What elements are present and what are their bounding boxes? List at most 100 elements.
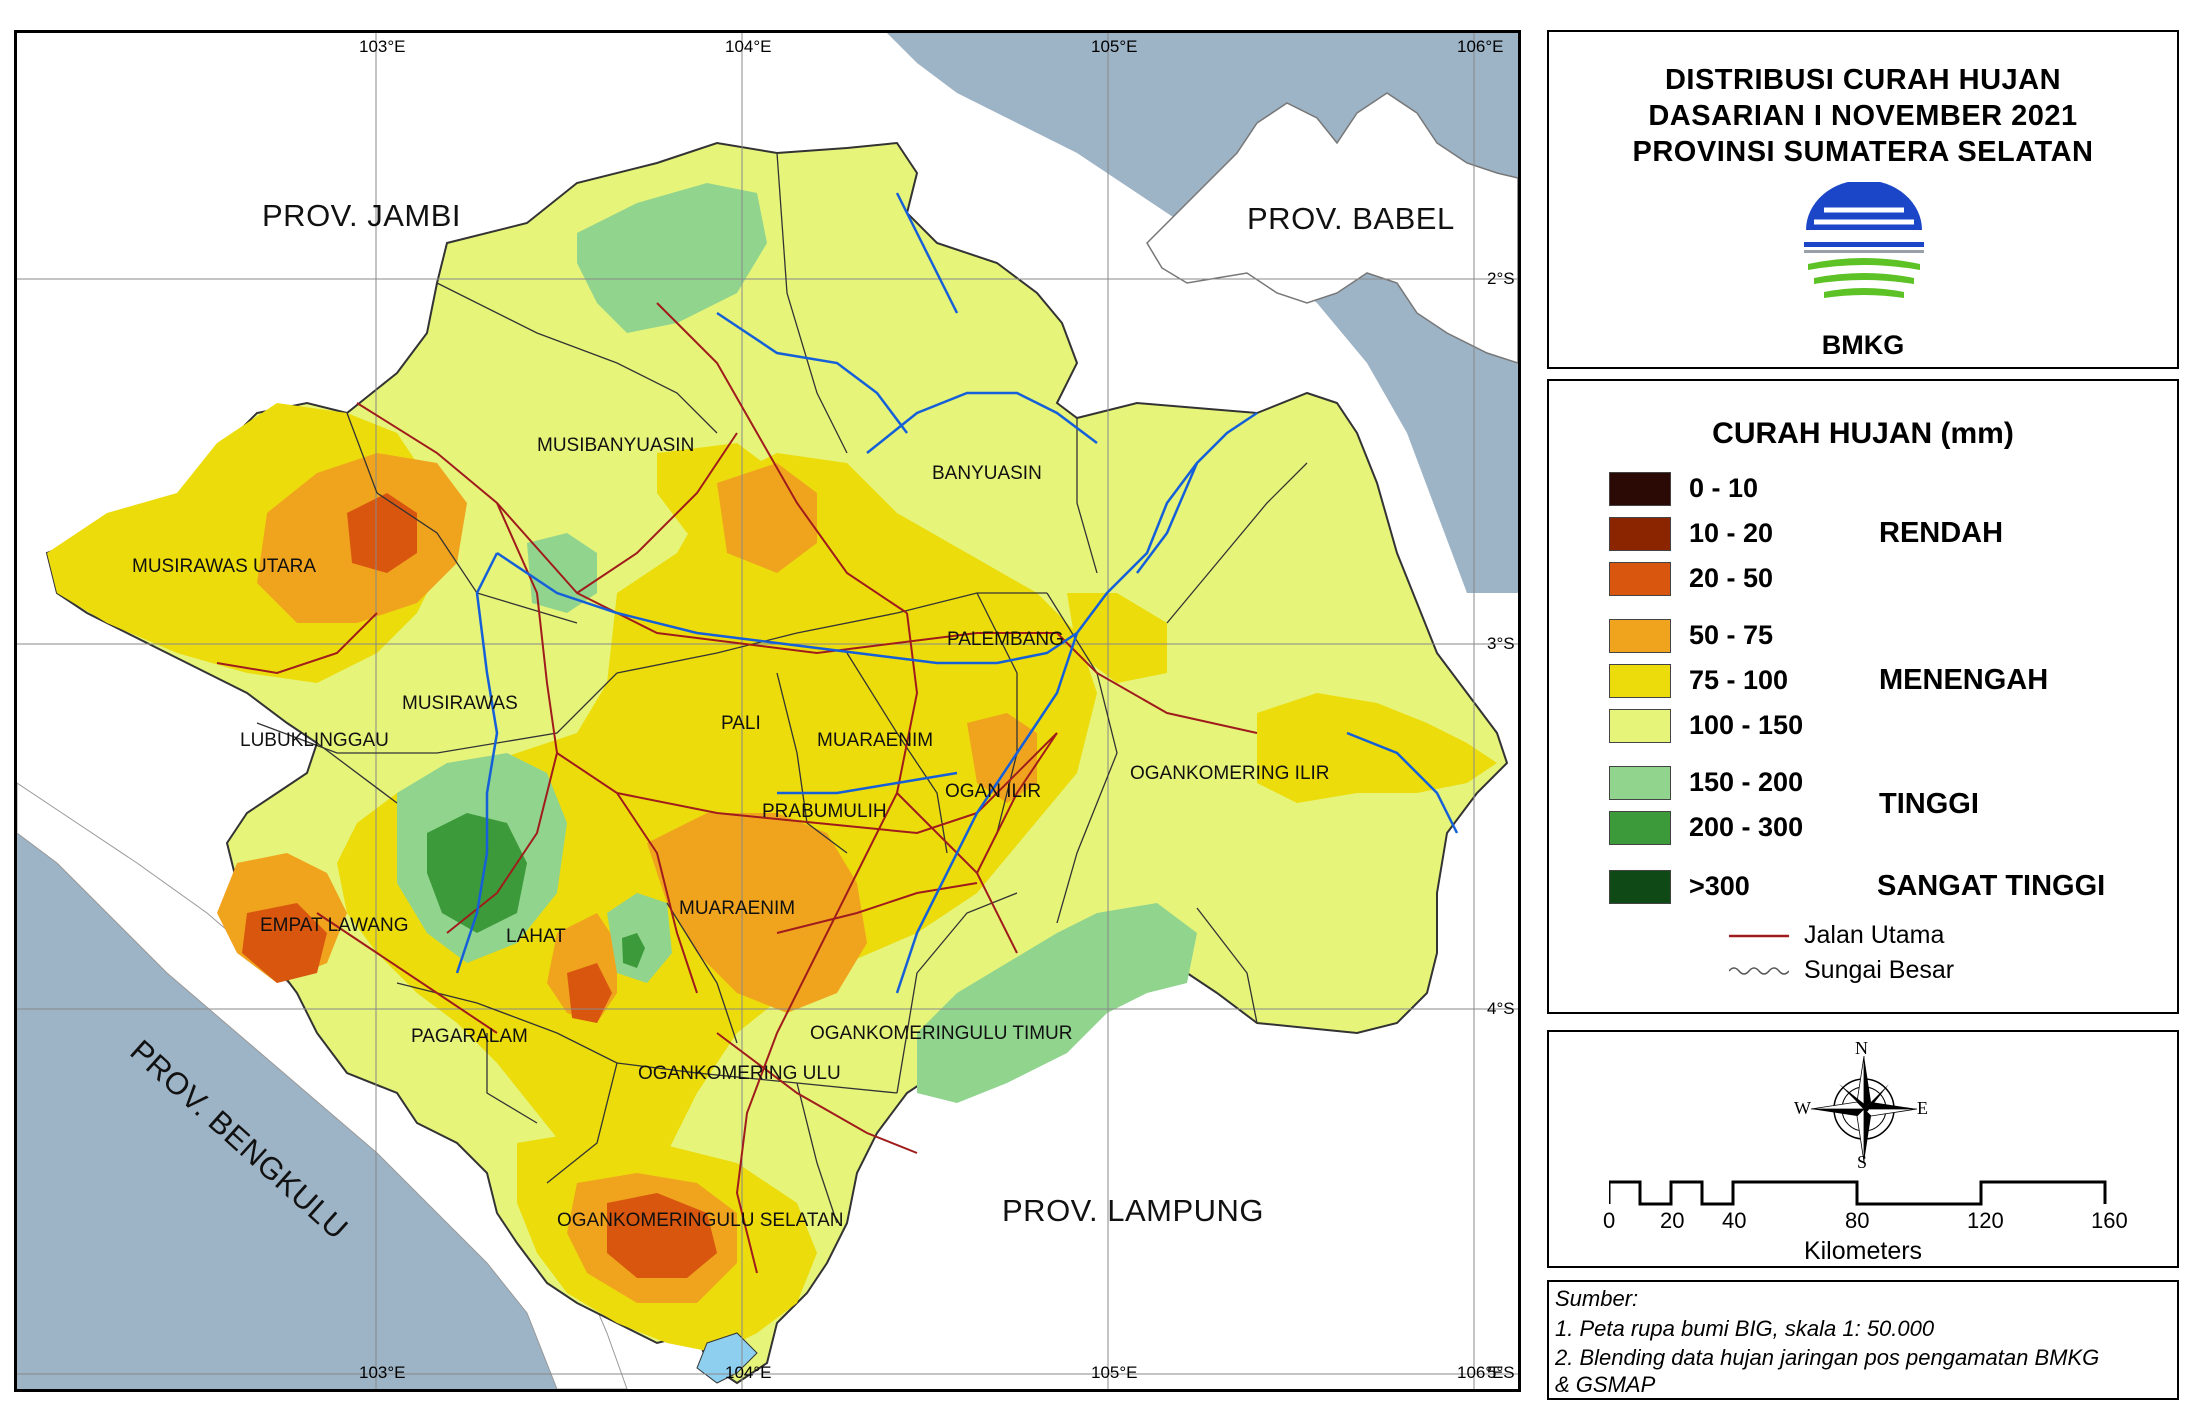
zone-20-50-okus [607, 1193, 717, 1278]
lon-label-104: 104°E [725, 37, 772, 56]
scale-tick-120: 120 [1967, 1208, 2004, 1233]
bangka-island [1146, 92, 1518, 364]
title-panel: DISTRIBUSI CURAH HUJAN DASARIAN I NOVEMB… [1547, 30, 2179, 369]
label-prov-jambi: PROV. JAMBI [262, 198, 462, 233]
legend-swatch-10-20 [1609, 517, 1671, 551]
zone-75-100-east [1257, 693, 1497, 803]
source-line-3: & GSMAP [1555, 1372, 1656, 1397]
source-heading: Sumber: [1555, 1286, 1639, 1311]
legend-label-10-20: 10 - 20 [1689, 518, 1774, 548]
scale-tick-80: 80 [1845, 1208, 1870, 1233]
lon-label-103-bottom: 103°E [359, 1363, 406, 1382]
legend-panel: CURAH HUJAN (mm) 0 - 10 10 - 20 20 - 50 … [1547, 379, 2179, 1014]
map-title-line3: PROVINSI SUMATERA SELATAN [1632, 136, 2094, 168]
legend-title: CURAH HUJAN (mm) [1712, 417, 2014, 450]
legend-swatch-over-300 [1609, 870, 1671, 904]
zone-150-200-north [577, 183, 767, 333]
rainfall-map [17, 33, 1518, 1389]
label-okut: OGANKOMERINGULU TIMUR [810, 1023, 1073, 1044]
map-title-line2: DASARIAN I NOVEMBER 2021 [1648, 100, 2078, 132]
compass-rose-icon [1810, 1055, 1918, 1163]
label-prov-lampung: PROV. LAMPUNG [1002, 1193, 1265, 1228]
label-banyuasin: BANYUASIN [932, 463, 1042, 484]
label-empat-lawang: EMPAT LAWANG [260, 915, 409, 936]
lat-label-5s: 5°S [1487, 1363, 1515, 1382]
label-oku: OGANKOMERING ULU [638, 1063, 841, 1084]
label-muaraenim-north: MUARAENIM [817, 730, 934, 751]
legend-swatch-50-75 [1609, 619, 1671, 653]
bmkg-logo-text: BMKG [1821, 330, 1905, 360]
legend-class-sangat-tinggi: SANGAT TINGGI [1877, 870, 2106, 902]
lon-label-106: 106°E [1457, 37, 1504, 56]
legend-label-50-75: 50 - 75 [1689, 620, 1774, 650]
legend-swatch-20-50 [1609, 562, 1671, 596]
lat-label-2s: 2°S [1487, 269, 1515, 288]
label-pagaralam: PAGARALAM [411, 1026, 528, 1047]
main-roads [216, 302, 1258, 1274]
legend-label-0-10: 0 - 10 [1689, 473, 1759, 503]
label-ogankomering-ilir: OGANKOMERING ILIR [1130, 763, 1330, 784]
legend-label-150-200: 150 - 200 [1689, 767, 1804, 797]
lat-label-4s: 4°S [1487, 999, 1515, 1018]
sea-southwest [17, 833, 557, 1389]
rainfall-zones [47, 183, 1497, 1384]
label-ogan-ilir: OGAN ILIR [945, 781, 1042, 802]
scale-bar [1609, 1180, 2107, 1206]
label-musirawas-utara: MUSIRAWAS UTARA [132, 556, 317, 577]
legend-swatch-100-150 [1609, 709, 1671, 743]
legend-label-100-150: 100 - 150 [1689, 710, 1804, 740]
scale-tick-40: 40 [1722, 1208, 1747, 1233]
zone-75-100-palembang [1067, 593, 1167, 683]
lon-label-105-bottom: 105°E [1091, 1363, 1138, 1382]
legend-class-menengah: MENENGAH [1879, 664, 2049, 696]
map-title-line1: DISTRIBUSI CURAH HUJAN [1664, 64, 2062, 96]
graticule [17, 33, 1518, 1389]
compass-scale-panel: N S W E 0 20 40 80 120 160 Kilometers [1547, 1030, 2179, 1268]
label-okus: OGANKOMERINGULU SELATAN [557, 1210, 844, 1231]
river-line-icon [1729, 967, 1789, 975]
source-panel: Sumber: 1. Peta rupa bumi BIG, skala 1: … [1547, 1280, 2179, 1400]
legend-road-label: Jalan Utama [1804, 921, 1945, 949]
scale-tick-160: 160 [2091, 1208, 2128, 1233]
source-line-1: 1. Peta rupa bumi BIG, skala 1: 50.000 [1555, 1316, 1935, 1341]
zone-20-50-lahat [567, 963, 612, 1023]
zone-200-300-musirawas [427, 813, 527, 933]
compass-w: W [1794, 1098, 1811, 1118]
label-lahat: LAHAT [506, 926, 566, 947]
legend-class-tinggi: TINGGI [1879, 788, 1979, 820]
compass-n: N [1855, 1038, 1868, 1058]
legend-swatch-150-200 [1609, 766, 1671, 800]
label-pali: PALI [721, 713, 761, 734]
scale-tick-20: 20 [1660, 1208, 1685, 1233]
legend-swatch-75-100 [1609, 664, 1671, 698]
label-muaraenim: MUARAENIM [679, 898, 796, 919]
zone-20-50-el [242, 903, 327, 983]
legend-label-75-100: 75 - 100 [1689, 665, 1789, 695]
zone-200-300-lahat [622, 933, 645, 968]
scale-tick-0: 0 [1603, 1208, 1616, 1233]
label-lubuklinggau: LUBUKLINGGAU [240, 730, 389, 751]
legend-swatch-200-300 [1609, 811, 1671, 845]
label-prov-babel: PROV. BABEL [1247, 201, 1455, 236]
scale-unit: Kilometers [1803, 1237, 1923, 1265]
zone-50-75-oi [967, 713, 1037, 803]
major-rivers [455, 192, 1459, 994]
map-frame: 103°E 104°E 105°E 106°E 103°E 104°E 105°… [14, 30, 1521, 1392]
label-musirawas: MUSIRAWAS [402, 693, 518, 714]
bmkg-logo-icon [1802, 182, 1926, 298]
road-line-icon [1729, 934, 1789, 938]
zone-150-200-okut [917, 903, 1197, 1103]
compass-e: E [1917, 1098, 1928, 1118]
source-line-2: 2. Blending data hujan jaringan pos peng… [1555, 1345, 2100, 1370]
lon-label-104-bottom: 104°E [725, 1363, 772, 1382]
lon-label-105: 105°E [1091, 37, 1138, 56]
legend-label-over-300: >300 [1689, 871, 1750, 901]
lat-label-3s: 3°S [1487, 634, 1515, 653]
legend-label-200-300: 200 - 300 [1689, 812, 1804, 842]
legend-river-label: Sungai Besar [1804, 956, 1955, 984]
legend-swatch-0-10 [1609, 472, 1671, 506]
label-musibanyuasin: MUSIBANYUASIN [537, 435, 695, 456]
lon-label-106-bottom: 106°E [1457, 1363, 1504, 1382]
label-prabumulih: PRABUMULIH [762, 801, 887, 822]
zone-150-200-mr-n [527, 533, 597, 613]
